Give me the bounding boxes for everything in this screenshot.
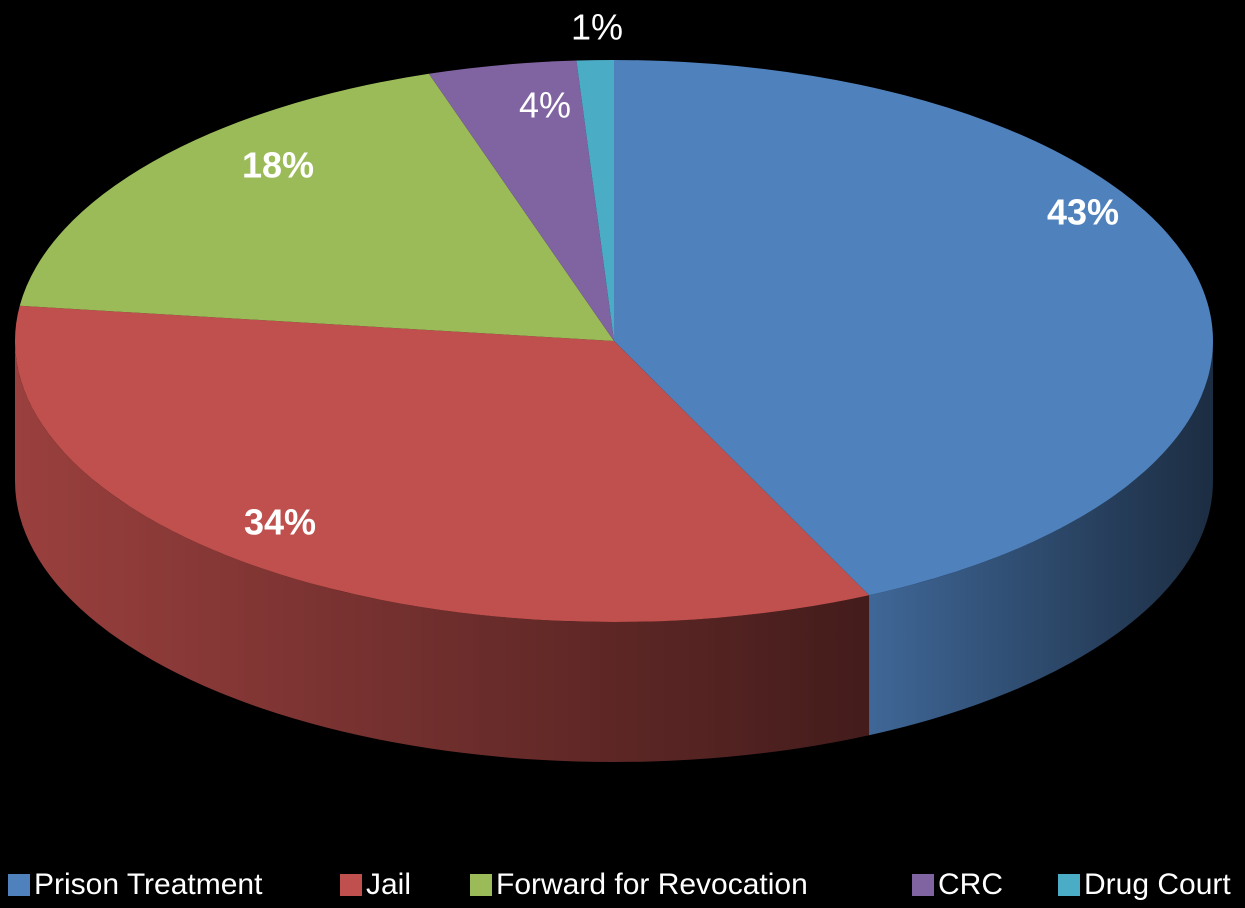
slice bbox=[14, 305, 870, 623]
legend-label: CRC bbox=[938, 868, 1003, 901]
slice bbox=[576, 60, 614, 341]
data-label: 4% bbox=[519, 85, 571, 126]
data-label: 18% bbox=[242, 145, 314, 186]
legend-label: Prison Treatment bbox=[34, 868, 263, 901]
legend-swatch bbox=[912, 874, 934, 896]
data-label: 43% bbox=[1047, 192, 1119, 233]
legend-label: Forward for Revocation bbox=[496, 868, 808, 901]
slice bbox=[428, 60, 614, 341]
legend-swatch bbox=[8, 874, 30, 896]
legend-label: Jail bbox=[366, 868, 411, 901]
data-label: 34% bbox=[244, 502, 316, 543]
legend-swatch bbox=[340, 874, 362, 896]
slice-side bbox=[15, 341, 870, 762]
legend-swatch bbox=[470, 874, 492, 896]
legend-label: Drug Court bbox=[1084, 868, 1231, 901]
slice-side bbox=[869, 341, 1213, 736]
slice bbox=[614, 60, 1213, 596]
data-label: 1% bbox=[571, 7, 623, 48]
legend-swatch bbox=[1058, 874, 1080, 896]
slice bbox=[19, 73, 615, 342]
